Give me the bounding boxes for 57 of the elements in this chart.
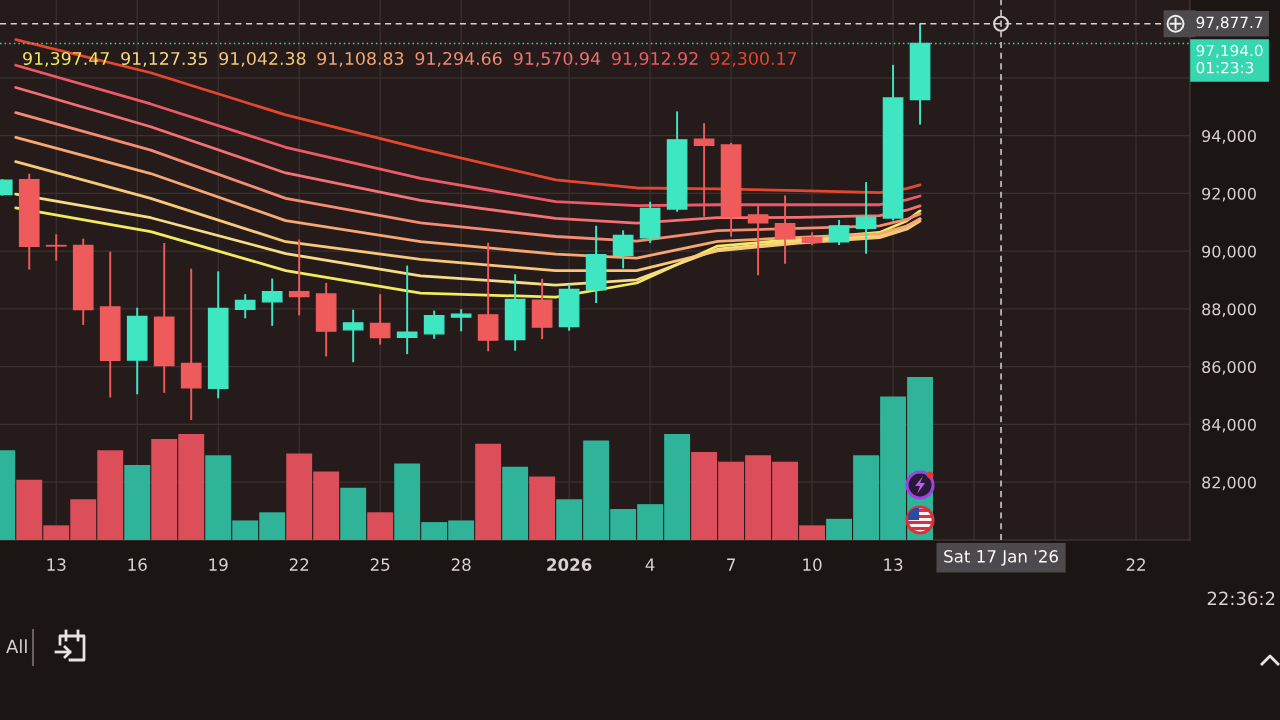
ref-line-label: Sat 17 Jan '26 bbox=[944, 550, 1058, 566]
x-tick-label: 2026 bbox=[547, 558, 592, 571]
x-tick-label: 13 bbox=[47, 558, 66, 571]
annotation: 91,108.83 bbox=[317, 51, 404, 67]
x-tick-label: 16 bbox=[128, 558, 147, 571]
candlestick bbox=[423, 310, 445, 339]
x-tick-label: 10 bbox=[803, 558, 822, 571]
bar bbox=[529, 476, 556, 540]
y-tick-label: 84,000 bbox=[1202, 418, 1256, 433]
candlestick bbox=[693, 123, 715, 217]
candlestick bbox=[369, 294, 391, 345]
candlestick bbox=[612, 230, 634, 269]
ref-line-label: 97,877.7 bbox=[1196, 16, 1263, 30]
line-series bbox=[14, 111, 922, 243]
line-series bbox=[14, 38, 922, 194]
y-tick-label: 88,000 bbox=[1202, 303, 1256, 317]
annotation: 91,127.35 bbox=[121, 51, 207, 67]
y-tick-label: 94,000 bbox=[1202, 129, 1256, 144]
annotation: 91,912.92 bbox=[611, 51, 698, 67]
x-tick-label: 22 bbox=[1126, 558, 1145, 571]
candlestick bbox=[261, 278, 283, 326]
x-tick-label: 25 bbox=[370, 558, 390, 571]
ref-line-label: 97,194.0 01:23:3 bbox=[1196, 44, 1263, 74]
x-tick-label: 13 bbox=[884, 558, 903, 571]
line-series bbox=[14, 136, 922, 260]
bar bbox=[124, 465, 151, 540]
y-tick-label: 92,000 bbox=[1202, 187, 1256, 202]
annotation: 91,042.38 bbox=[219, 51, 306, 67]
candlestick bbox=[747, 206, 769, 276]
bar bbox=[367, 512, 394, 540]
candlestick bbox=[288, 239, 310, 316]
candlestick bbox=[774, 195, 796, 264]
candlestick bbox=[828, 219, 850, 245]
annotation: 91,294.66 bbox=[415, 51, 502, 67]
candlestick bbox=[342, 309, 364, 363]
y-tick-label: 82,000 bbox=[1202, 476, 1256, 491]
y-tick-label: 90,000 bbox=[1202, 245, 1256, 260]
annotation: 92,300.17 bbox=[710, 51, 797, 67]
text: All bbox=[6, 639, 27, 653]
x-tick-label: 28 bbox=[451, 558, 471, 571]
x-tick-label: 4 bbox=[645, 558, 655, 571]
candlestick bbox=[396, 265, 418, 355]
line-series bbox=[14, 160, 922, 272]
candlestick bbox=[45, 234, 67, 261]
bar bbox=[340, 487, 367, 540]
text: 22:36:2 bbox=[1207, 591, 1275, 606]
bar bbox=[502, 466, 529, 540]
line-series bbox=[14, 86, 922, 225]
bar bbox=[475, 443, 502, 540]
x-tick-label: 7 bbox=[727, 558, 735, 571]
y-tick-label: 86,000 bbox=[1202, 360, 1256, 375]
x-tick-label: 19 bbox=[209, 558, 228, 571]
annotation: 91,570.94 bbox=[513, 51, 601, 67]
x-tick-label: 22 bbox=[289, 558, 309, 571]
candlestick bbox=[855, 182, 877, 254]
candlestick bbox=[450, 309, 472, 332]
candlestick bbox=[234, 294, 256, 319]
